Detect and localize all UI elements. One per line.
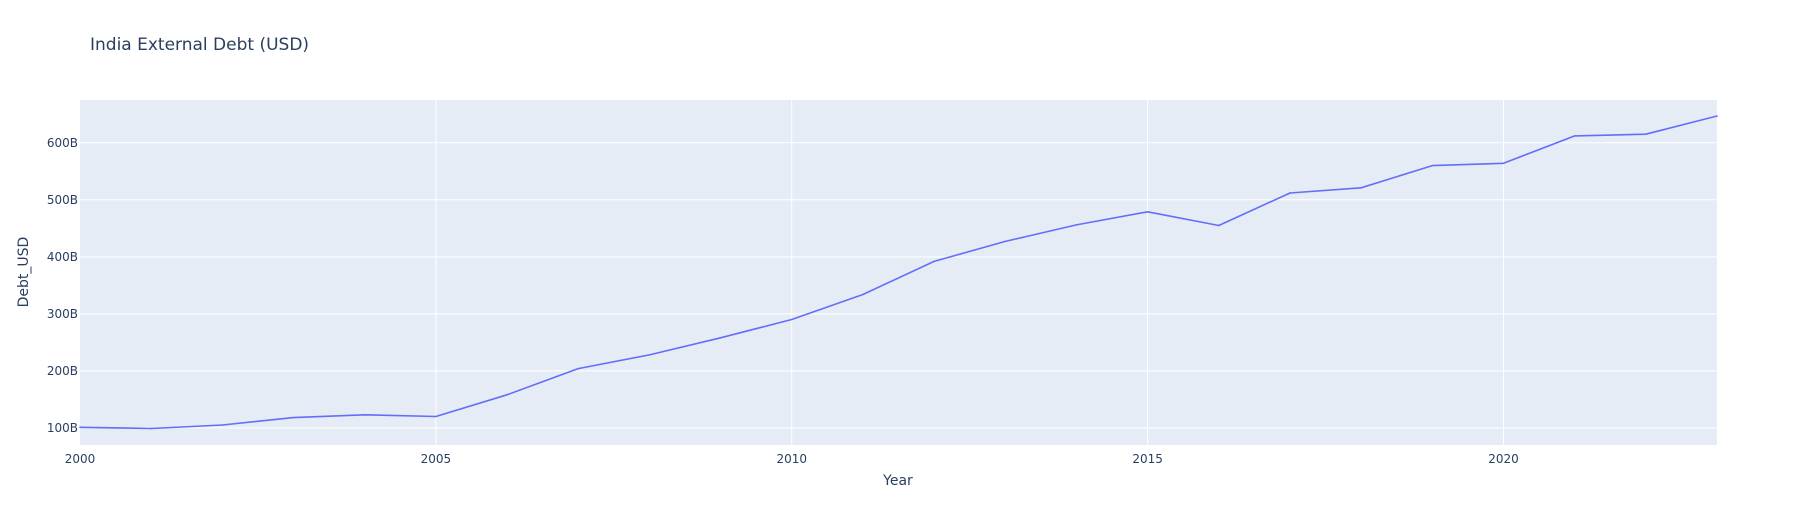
data-point (1146, 210, 1149, 213)
y-tick-label: 100B (47, 421, 78, 435)
data-point (1289, 192, 1291, 194)
chart-title: India External Debt (USD) (90, 35, 309, 55)
series-line (79, 115, 1718, 430)
y-tick-label: 200B (47, 364, 78, 378)
data-point (1360, 187, 1362, 189)
data-point (719, 336, 722, 339)
x-tick-label: 2010 (776, 452, 807, 466)
data-point (1004, 240, 1007, 243)
data-point (292, 416, 295, 419)
data-point (577, 367, 580, 370)
grid (80, 100, 1717, 445)
data-point (79, 426, 81, 429)
data-point (221, 424, 224, 426)
data-point (933, 260, 935, 263)
x-tick-label: 2020 (1488, 452, 1519, 466)
data-point (648, 354, 651, 356)
y-tick-label: 300B (47, 307, 78, 321)
y-tick-label: 600B (47, 136, 78, 150)
x-tick-label: 2005 (421, 452, 452, 466)
x-axis-title: Year (882, 473, 913, 489)
data-point (1431, 164, 1434, 167)
data-point (435, 415, 437, 418)
data-point (506, 394, 508, 396)
x-tick-label: 2015 (1132, 452, 1163, 466)
plot-background (80, 100, 1717, 445)
data-point (1217, 224, 1220, 227)
x-tick-labels: 2000 2005 2010 2015 2020 (65, 452, 1519, 466)
data-point (1645, 133, 1647, 136)
y-axis-title: Debt_USD (16, 237, 32, 308)
data-point (363, 413, 366, 416)
y-tick-label: 400B (47, 250, 78, 264)
data-point (862, 293, 864, 296)
data-point (1502, 162, 1505, 165)
data-point (150, 427, 152, 430)
data-point (1573, 135, 1576, 137)
data-point (790, 318, 793, 321)
data-point (1075, 224, 1078, 226)
x-tick-label: 2000 (65, 452, 96, 466)
data-point (1716, 115, 1718, 117)
y-tick-label: 500B (47, 193, 78, 207)
series-layer (79, 115, 1718, 430)
y-tick-labels: 100B 200B 300B 400B 500B 600B (47, 136, 78, 435)
